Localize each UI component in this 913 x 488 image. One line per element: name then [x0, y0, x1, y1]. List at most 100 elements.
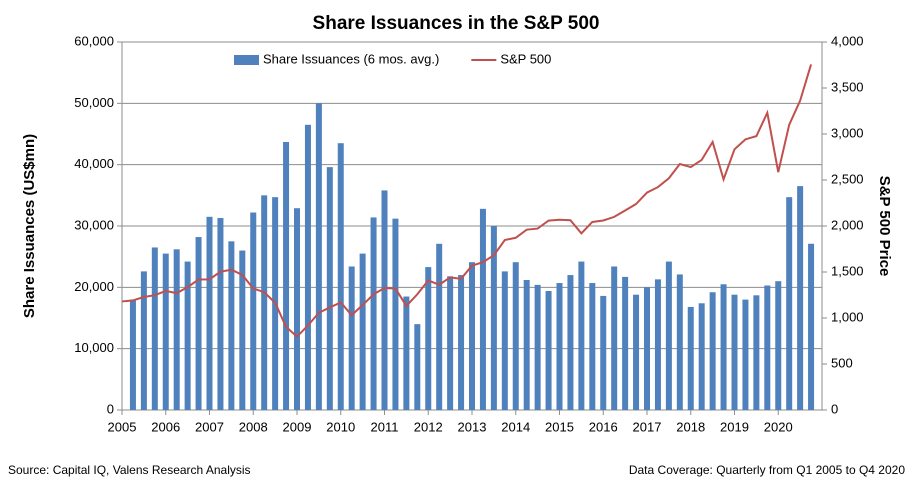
bar	[665, 261, 672, 410]
y2-tick-label: 1,500	[831, 263, 864, 278]
x-tick-label: 2015	[545, 419, 574, 434]
x-tick-label: 2007	[195, 419, 224, 434]
bar	[600, 295, 607, 410]
y2-axis-label: S&P 500 Price	[876, 176, 893, 277]
bar	[786, 197, 793, 410]
y-tick-label: 10,000	[74, 340, 114, 355]
bar	[676, 274, 683, 410]
bar	[808, 243, 815, 410]
y-axis-label: Share Issuances (US$mn)	[21, 134, 38, 318]
bar	[337, 143, 344, 410]
bar	[162, 253, 169, 410]
y-tick-label: 20,000	[74, 279, 114, 294]
bar	[326, 167, 333, 410]
bar	[381, 190, 388, 410]
x-tick-label: 2018	[676, 419, 705, 434]
bar	[129, 299, 136, 410]
x-tick-label: 2005	[108, 419, 137, 434]
bar	[490, 226, 497, 410]
bar	[709, 292, 716, 410]
bar	[534, 284, 541, 410]
x-tick-label: 2019	[720, 419, 749, 434]
bar	[261, 195, 268, 410]
bar	[797, 186, 804, 410]
bar	[523, 279, 530, 410]
bar	[501, 271, 508, 410]
bar	[578, 261, 585, 410]
bar	[359, 253, 366, 410]
bar	[698, 303, 705, 410]
bar	[228, 241, 235, 410]
y2-tick-label: 500	[831, 355, 853, 370]
y2-tick-label: 3,500	[831, 79, 864, 94]
y-tick-label: 0	[107, 401, 114, 416]
y2-tick-label: 1,000	[831, 309, 864, 324]
bar	[447, 276, 454, 410]
legend-label: S&P 500	[500, 51, 551, 66]
x-tick-label: 2013	[458, 419, 487, 434]
x-tick-label: 2014	[501, 419, 530, 434]
chart-title: Share Issuances in the S&P 500	[313, 13, 600, 34]
y-tick-label: 60,000	[74, 33, 114, 48]
bar	[403, 296, 410, 410]
bar	[469, 262, 475, 410]
bar	[742, 299, 749, 410]
y2-tick-label: 0	[831, 401, 838, 416]
y2-tick-label: 4,000	[831, 33, 864, 48]
bar	[304, 124, 311, 411]
y-tick-label: 30,000	[74, 217, 114, 232]
bar	[458, 275, 465, 410]
line	[121, 64, 813, 339]
bar	[589, 283, 596, 410]
bar	[764, 285, 771, 410]
coverage-note: Data Coverage: Quarterly from Q1 2005 to…	[629, 463, 905, 477]
bar	[239, 250, 246, 410]
bar	[370, 217, 377, 410]
bar	[140, 271, 147, 410]
bar	[512, 262, 519, 410]
bar	[731, 294, 738, 410]
x-tick-label: 2012	[414, 419, 443, 434]
x-tick-label: 2017	[633, 419, 662, 434]
bar	[294, 208, 300, 410]
x-tick-label: 2006	[151, 419, 180, 434]
bar	[654, 279, 661, 410]
bar	[184, 261, 191, 410]
bar	[315, 103, 322, 410]
bar	[151, 247, 158, 410]
y2-tick-label: 3,000	[831, 125, 864, 140]
legend-label: Share Issuances (6 mos. avg.)	[263, 51, 439, 66]
x-tick-label: 2010	[326, 419, 355, 434]
x-tick-label: 2020	[764, 419, 793, 434]
bar	[392, 218, 399, 410]
bar	[425, 267, 432, 410]
bar	[414, 324, 421, 410]
bar	[250, 212, 257, 410]
bar	[622, 276, 629, 410]
y-tick-label: 50,000	[74, 95, 114, 110]
bar	[545, 291, 552, 410]
bar	[173, 249, 180, 410]
bar	[687, 306, 694, 410]
bar	[195, 237, 202, 410]
y2-tick-label: 2,000	[831, 217, 864, 232]
bar	[479, 208, 486, 410]
legend-swatch	[234, 55, 259, 65]
bar	[611, 266, 618, 410]
bar	[644, 287, 650, 410]
y2-tick-label: 2,500	[831, 171, 864, 186]
x-tick-label: 2016	[589, 419, 618, 434]
bar	[753, 295, 760, 410]
source-note: Source: Capital IQ, Valens Research Anal…	[8, 463, 251, 477]
bar	[633, 294, 640, 410]
y-tick-label: 40,000	[74, 156, 114, 171]
bar	[348, 266, 355, 410]
bar	[567, 275, 574, 410]
bar	[775, 281, 782, 410]
bar	[436, 243, 443, 410]
bar	[206, 216, 213, 410]
bar	[283, 141, 290, 410]
x-tick-label: 2011	[371, 419, 399, 434]
bar	[720, 284, 727, 410]
